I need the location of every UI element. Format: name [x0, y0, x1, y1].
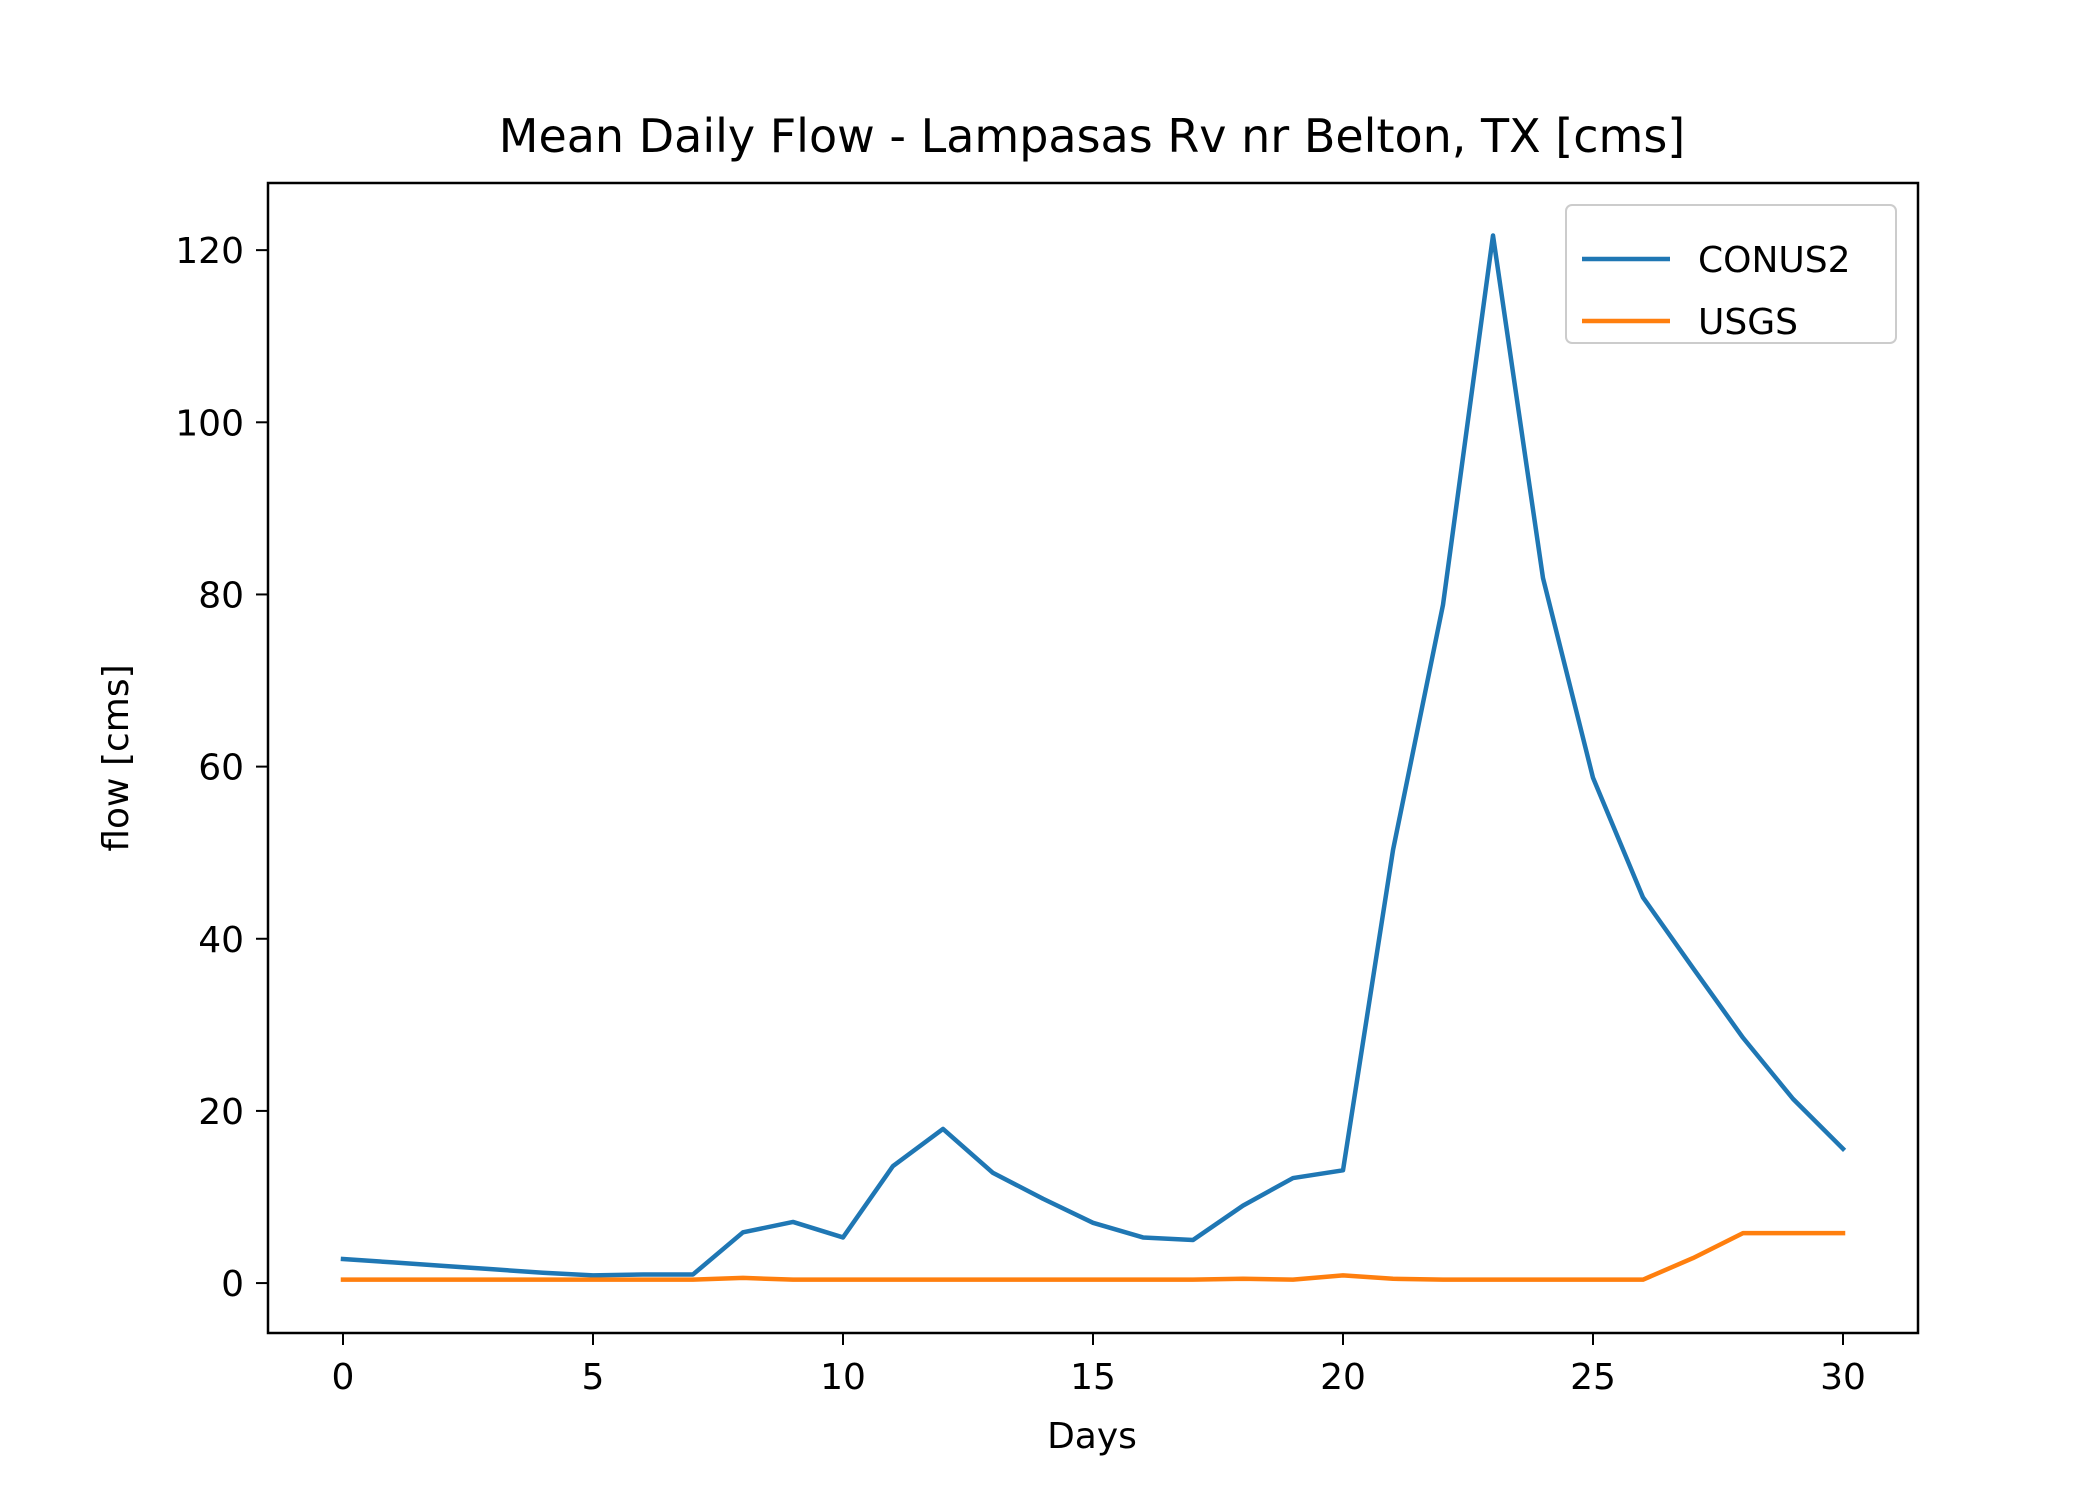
x-tick-label: 30	[1820, 1357, 1866, 1398]
x-axis-label: Days	[1047, 1416, 1137, 1457]
x-tick-label: 20	[1320, 1357, 1366, 1398]
plot-area	[340, 233, 1847, 1282]
y-tick-label: 0	[221, 1264, 244, 1305]
x-tick-label: 25	[1570, 1357, 1616, 1398]
y-tick-label: 120	[175, 231, 244, 272]
series-line-usgs	[340, 1230, 1846, 1282]
x-tick-label: 5	[582, 1357, 605, 1398]
chart-title: Mean Daily Flow - Lampasas Rv nr Belton,…	[499, 109, 1685, 163]
y-tick-label: 60	[198, 748, 244, 789]
y-tick-label: 40	[198, 920, 244, 961]
legend-label-conus2: CONUS2	[1698, 240, 1851, 281]
x-tick-label: 15	[1070, 1357, 1116, 1398]
y-tick-label: 20	[198, 1092, 244, 1133]
x-tick-label: 10	[820, 1357, 866, 1398]
x-axis: 0 5 10 15 20 25 30	[332, 1333, 1866, 1398]
x-tick-label: 0	[332, 1357, 355, 1398]
y-axis-label: flow [cms]	[96, 664, 137, 851]
y-tick-label: 100	[175, 403, 244, 444]
series-line-conus2	[340, 233, 1847, 1278]
axes-frame	[266, 181, 1920, 1335]
y-tick-label: 80	[198, 575, 244, 616]
legend: CONUS2 USGS	[1565, 204, 1897, 344]
y-axis: 0 20 40 60 80 100 120	[175, 231, 268, 1305]
legend-label-usgs: USGS	[1698, 302, 1798, 343]
legend-box	[1565, 204, 1897, 344]
